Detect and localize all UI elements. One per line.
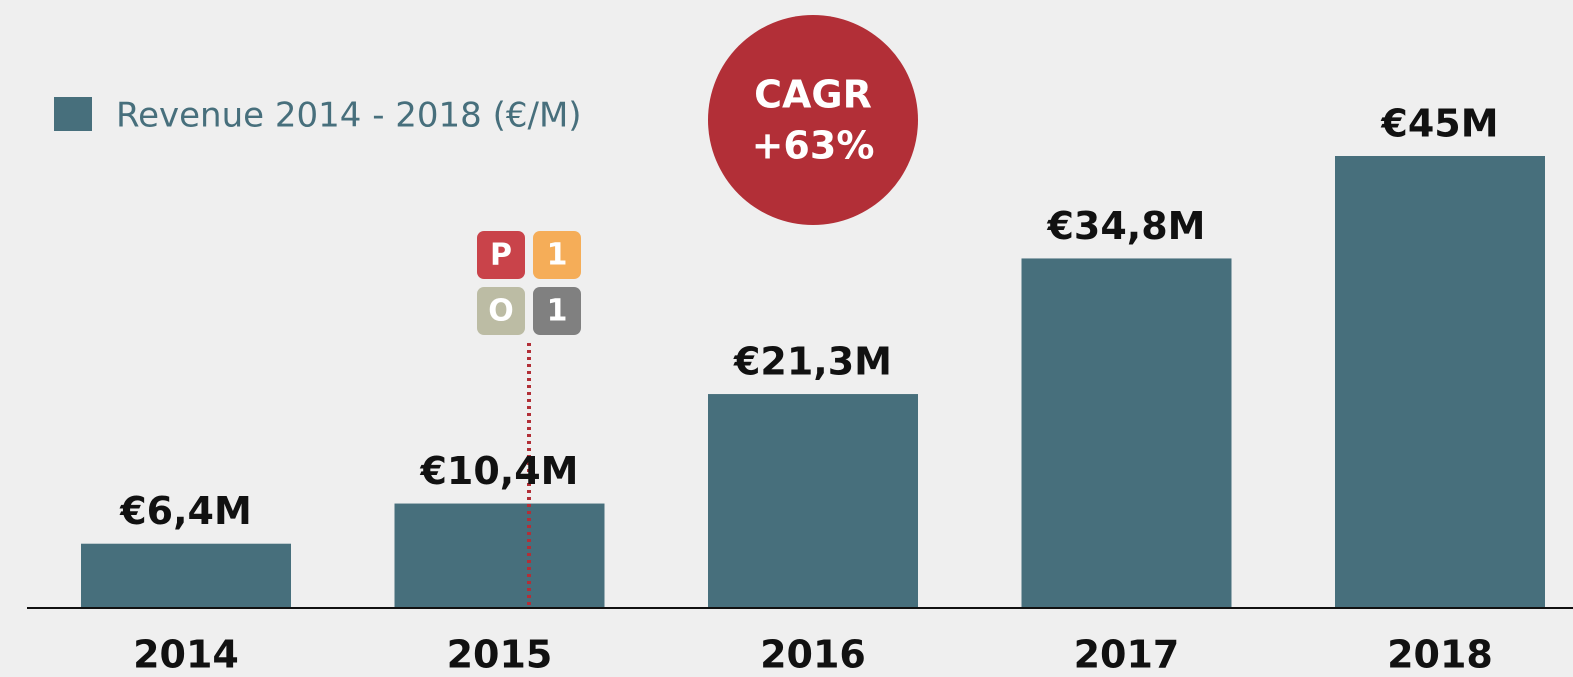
legend-label: Revenue 2014 - 2018 (€/M) — [116, 96, 582, 136]
x-tick-label: 2015 — [447, 633, 553, 677]
value-label: €45M — [1380, 102, 1498, 146]
value-label: €10,4M — [419, 449, 578, 493]
cagr-badge — [708, 15, 918, 225]
logo-letter: P — [490, 238, 512, 273]
x-tick-label: 2016 — [760, 633, 866, 677]
bars — [81, 156, 1545, 608]
x-tick-label: 2018 — [1387, 633, 1493, 677]
logo-tile — [533, 231, 581, 279]
bar — [1021, 258, 1232, 608]
logo-tile — [477, 287, 525, 335]
logo-letter: 1 — [547, 238, 568, 273]
logo-tile — [477, 231, 525, 279]
value-label: €34,8M — [1046, 204, 1205, 248]
cagr-label: CAGR — [754, 73, 872, 117]
logo: P 1 O 1 — [477, 231, 581, 335]
legend-swatch — [54, 97, 92, 131]
value-label: €6,4M — [119, 489, 252, 533]
bar — [708, 394, 918, 608]
value-label: €21,3M — [733, 340, 892, 384]
cagr-value: +63% — [752, 124, 875, 168]
bar — [1335, 156, 1545, 608]
logo-letter: 1 — [547, 294, 568, 329]
bar — [81, 543, 291, 608]
logo-tile — [533, 287, 581, 335]
x-tick-label: 2014 — [133, 633, 239, 677]
bar — [394, 503, 605, 608]
logo-letter: O — [488, 294, 514, 329]
x-tick-label: 2017 — [1074, 633, 1180, 677]
